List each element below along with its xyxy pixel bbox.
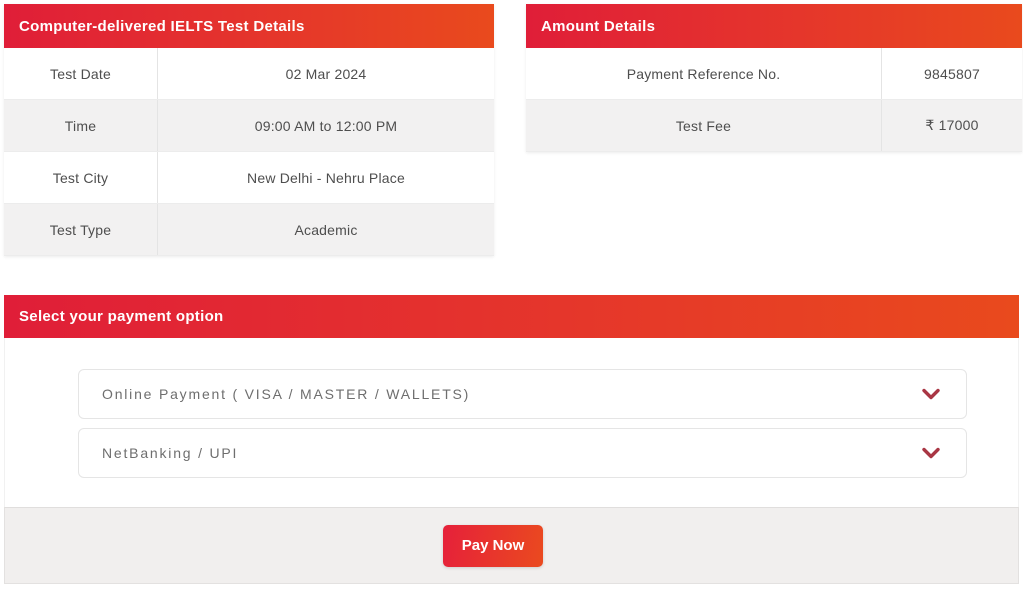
amount-details-title: Amount Details bbox=[541, 17, 656, 35]
payment-panel-footer: Pay Now bbox=[4, 507, 1019, 584]
chevron-down-icon bbox=[921, 447, 941, 460]
payment-option-label: Online Payment ( VISA / MASTER / WALLETS… bbox=[102, 386, 471, 402]
table-row: Payment Reference No. 9845807 bbox=[526, 48, 1022, 100]
table-row: Test Type Academic bbox=[4, 204, 494, 256]
test-fee-value: ₹ 17000 bbox=[925, 117, 979, 133]
payment-reference-value: 9845807 bbox=[924, 65, 980, 82]
test-details-card: Computer-delivered IELTS Test Details Te… bbox=[4, 4, 494, 256]
table-row: Time 09:00 AM to 12:00 PM bbox=[4, 100, 494, 152]
table-row: Test Fee ₹ 17000 bbox=[526, 100, 1022, 152]
payment-panel-title: Select your payment option bbox=[19, 308, 224, 325]
payment-option-online[interactable]: Online Payment ( VISA / MASTER / WALLETS… bbox=[78, 369, 967, 419]
table-row: Test Date 02 Mar 2024 bbox=[4, 48, 494, 100]
row-value: 09:00 AM to 12:00 PM bbox=[254, 117, 398, 134]
row-label: Test Date bbox=[4, 48, 158, 99]
row-label: Payment Reference No. bbox=[526, 48, 882, 99]
test-details-title: Computer-delivered IELTS Test Details bbox=[19, 17, 305, 35]
payment-option-netbanking-upi[interactable]: NetBanking / UPI bbox=[78, 428, 967, 478]
table-row: Test City New Delhi - Nehru Place bbox=[4, 152, 494, 204]
row-label: Test Fee bbox=[526, 100, 882, 151]
row-label: Test Type bbox=[4, 204, 158, 255]
payment-options-body: Online Payment ( VISA / MASTER / WALLETS… bbox=[4, 338, 1019, 507]
amount-details-header: Amount Details bbox=[526, 4, 1022, 48]
payment-panel-header: Select your payment option bbox=[4, 295, 1019, 338]
row-value: Academic bbox=[294, 221, 358, 238]
pay-now-button[interactable]: Pay Now bbox=[443, 524, 543, 567]
test-details-header: Computer-delivered IELTS Test Details bbox=[4, 4, 494, 48]
row-label: Time bbox=[4, 100, 158, 151]
chevron-down-icon bbox=[921, 388, 941, 401]
row-value: 02 Mar 2024 bbox=[285, 65, 367, 82]
amount-details-card: Amount Details Payment Reference No. 984… bbox=[526, 4, 1022, 152]
payment-option-panel: Select your payment option Online Paymen… bbox=[4, 295, 1019, 584]
payment-option-label: NetBanking / UPI bbox=[102, 445, 239, 461]
row-value: New Delhi - Nehru Place bbox=[247, 169, 405, 186]
row-label: Test City bbox=[4, 152, 158, 203]
